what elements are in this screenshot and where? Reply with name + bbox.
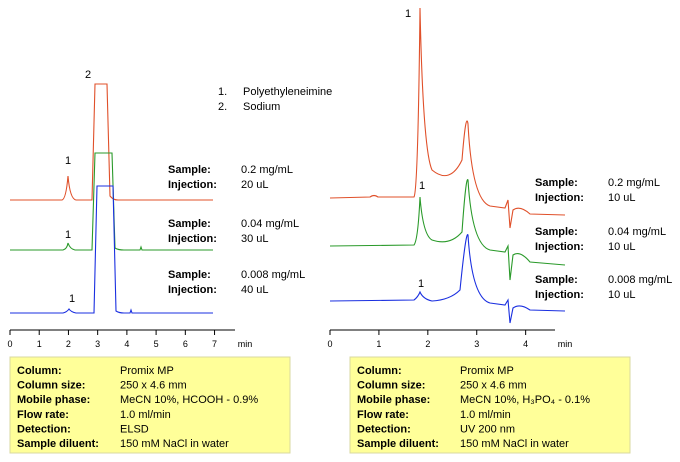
trace bbox=[329, 234, 566, 324]
condition-value: 250 x 4.6 mm bbox=[460, 380, 527, 392]
legend-number: 1. bbox=[218, 86, 227, 98]
injection-value: 30 uL bbox=[241, 233, 269, 245]
x-tick-label: 4 bbox=[523, 339, 528, 349]
condition-value: MeCN 10%, HCOOH - 0.9% bbox=[120, 394, 258, 406]
condition-value: Promix MP bbox=[120, 365, 174, 377]
condition-value: MeCN 10%, H₃PO₄ - 0.1% bbox=[460, 394, 590, 406]
sample-value: 0.008 mg/mL bbox=[241, 269, 305, 281]
injection-value: 10 uL bbox=[608, 241, 636, 253]
conditions-box bbox=[9, 356, 291, 454]
conditions-box bbox=[349, 356, 631, 454]
peak-label: 2 bbox=[85, 69, 91, 81]
injection-label: Injection: bbox=[168, 179, 217, 191]
sample-label: Sample: bbox=[168, 164, 211, 176]
sample-label: Sample: bbox=[535, 226, 578, 238]
injection-label: Injection: bbox=[535, 241, 584, 253]
condition-label: Flow rate: bbox=[357, 409, 409, 421]
condition-value: 150 mM NaCl in water bbox=[120, 438, 229, 450]
peak-label: 1 bbox=[405, 8, 411, 20]
condition-value: UV 200 nm bbox=[460, 423, 515, 435]
sample-value: 0.04 mg/mL bbox=[608, 226, 666, 238]
sample-value: 0.04 mg/mL bbox=[241, 218, 299, 230]
condition-value: Promix MP bbox=[460, 365, 514, 377]
condition-label: Mobile phase: bbox=[17, 394, 90, 406]
condition-label: Column size: bbox=[17, 380, 85, 392]
injection-label: Injection: bbox=[535, 289, 584, 301]
injection-value: 40 uL bbox=[241, 284, 269, 296]
injection-value: 10 uL bbox=[608, 289, 636, 301]
condition-value: 150 mM NaCl in water bbox=[460, 438, 569, 450]
peak-label: 1 bbox=[419, 180, 425, 192]
condition-label: Sample diluent: bbox=[17, 438, 99, 450]
sample-label: Sample: bbox=[168, 269, 211, 281]
x-axis-label: min bbox=[558, 339, 573, 349]
trace bbox=[329, 179, 566, 281]
sample-value: 0.2 mg/mL bbox=[241, 164, 293, 176]
sample-value: 0.2 mg/mL bbox=[608, 177, 660, 189]
peak-label: 1 bbox=[65, 229, 71, 241]
x-tick-label: 0 bbox=[327, 339, 332, 349]
condition-label: Detection: bbox=[17, 423, 71, 435]
condition-value: ELSD bbox=[120, 423, 149, 435]
condition-label: Column: bbox=[17, 365, 62, 377]
injection-label: Injection: bbox=[168, 233, 217, 245]
trace bbox=[10, 185, 213, 314]
peak-label: 1 bbox=[418, 278, 424, 290]
injection-value: 10 uL bbox=[608, 192, 636, 204]
condition-label: Sample diluent: bbox=[357, 438, 439, 450]
x-tick-label: 3 bbox=[474, 339, 479, 349]
trace bbox=[10, 152, 213, 251]
x-tick-label: 1 bbox=[376, 339, 381, 349]
x-tick-label: 4 bbox=[124, 339, 129, 349]
condition-label: Mobile phase: bbox=[357, 394, 430, 406]
legend-name: Sodium bbox=[243, 101, 280, 113]
x-tick-label: 1 bbox=[37, 339, 42, 349]
legend-name: Polyethyleneimine bbox=[243, 86, 332, 98]
sample-label: Sample: bbox=[535, 177, 578, 189]
injection-label: Injection: bbox=[168, 284, 217, 296]
x-tick-label: 2 bbox=[66, 339, 71, 349]
x-tick-label: 7 bbox=[212, 339, 217, 349]
condition-label: Detection: bbox=[357, 423, 411, 435]
injection-value: 20 uL bbox=[241, 179, 269, 191]
x-tick-label: 2 bbox=[425, 339, 430, 349]
x-tick-label: 3 bbox=[95, 339, 100, 349]
x-tick-label: 6 bbox=[183, 339, 188, 349]
peak-label: 1 bbox=[69, 293, 75, 305]
condition-value: 1.0 ml/min bbox=[120, 409, 171, 421]
condition-label: Column: bbox=[357, 365, 402, 377]
peak-label: 1 bbox=[65, 155, 71, 167]
condition-label: Flow rate: bbox=[17, 409, 69, 421]
x-tick-label: 0 bbox=[7, 339, 12, 349]
injection-label: Injection: bbox=[535, 192, 584, 204]
sample-label: Sample: bbox=[535, 274, 578, 286]
legend-number: 2. bbox=[218, 101, 227, 113]
sample-label: Sample: bbox=[168, 218, 211, 230]
x-tick-label: 5 bbox=[154, 339, 159, 349]
condition-value: 1.0 ml/min bbox=[460, 409, 511, 421]
condition-value: 250 x 4.6 mm bbox=[120, 380, 187, 392]
condition-label: Column size: bbox=[357, 380, 425, 392]
x-axis-label: min bbox=[238, 339, 253, 349]
trace bbox=[329, 7, 566, 229]
sample-value: 0.008 mg/mL bbox=[608, 274, 672, 286]
